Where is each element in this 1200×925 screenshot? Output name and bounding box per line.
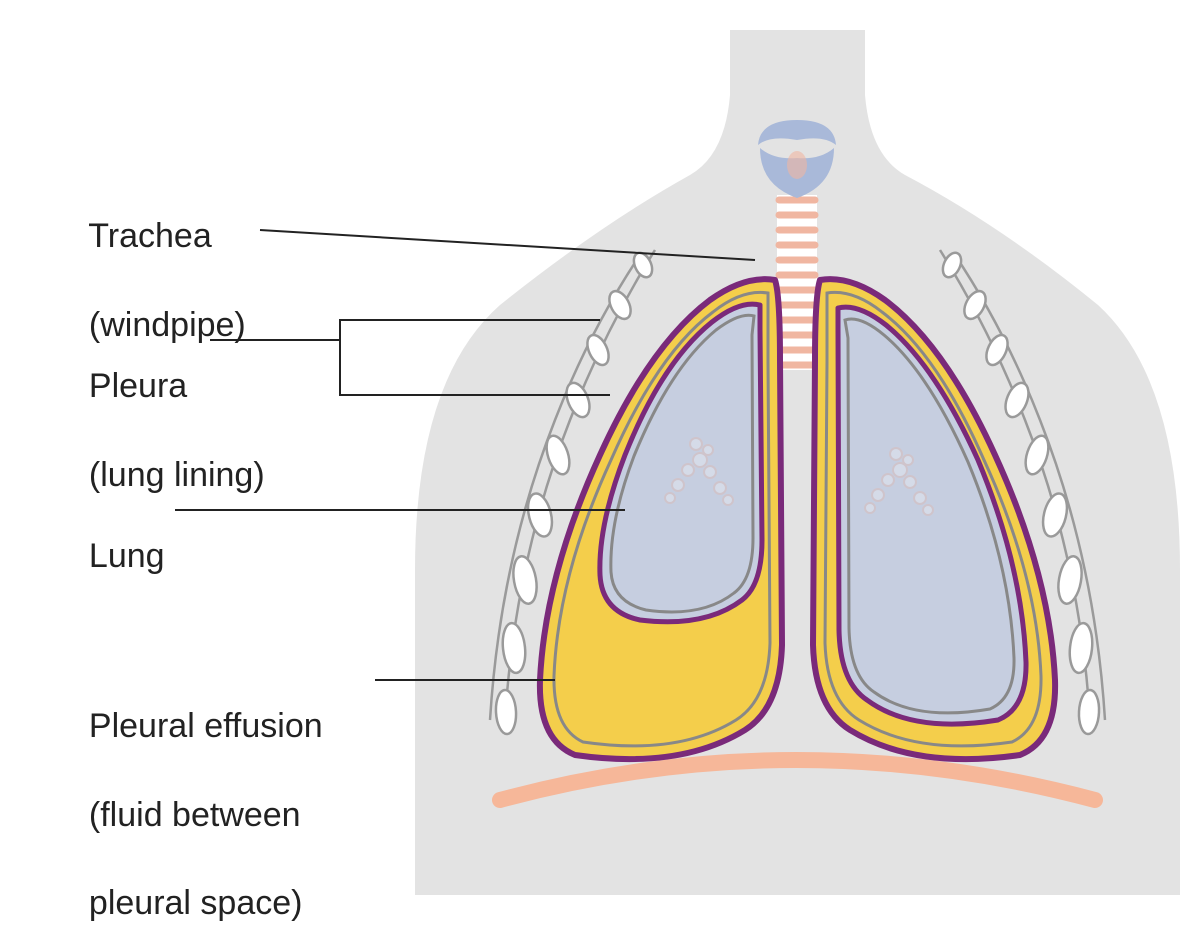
diagram-canvas: Trachea (windpipe) Pleura (lung lining) … bbox=[0, 0, 1200, 915]
label-effusion-line2: (fluid between bbox=[89, 796, 301, 834]
label-pleura-line2: (lung lining) bbox=[89, 456, 265, 494]
label-trachea-line1: Trachea bbox=[88, 217, 211, 255]
trachea bbox=[777, 195, 817, 370]
label-lung-line1: Lung bbox=[89, 537, 165, 575]
label-pleura-line1: Pleura bbox=[89, 367, 187, 405]
label-effusion: Pleural effusion (fluid between pleural … bbox=[70, 660, 323, 925]
label-lung: Lung bbox=[70, 490, 165, 578]
label-effusion-line1: Pleural effusion bbox=[89, 707, 323, 745]
label-pleura: Pleura (lung lining) bbox=[70, 320, 265, 497]
label-effusion-line3: pleural space) bbox=[89, 884, 303, 922]
